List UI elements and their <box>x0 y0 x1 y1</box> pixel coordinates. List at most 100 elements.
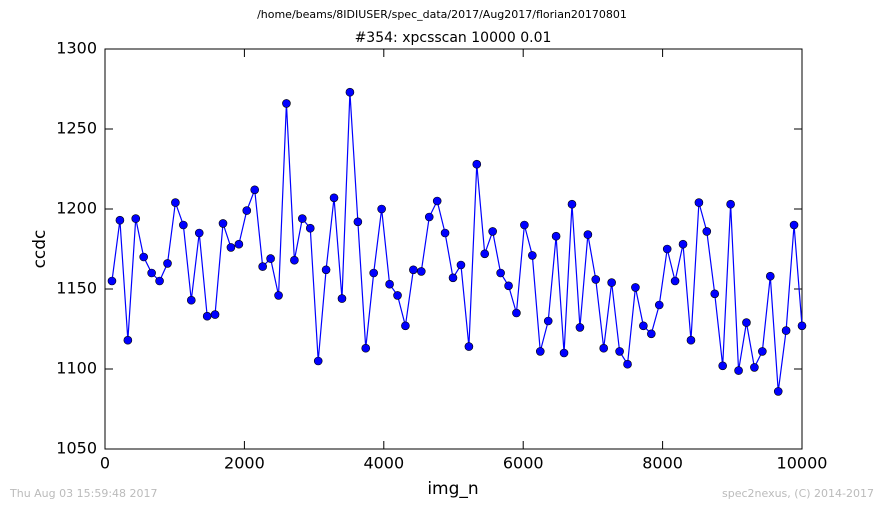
data-point <box>194 228 204 238</box>
data-point <box>171 198 180 207</box>
data-point <box>575 323 585 332</box>
data-point <box>464 342 474 351</box>
data-point <box>543 316 553 326</box>
data-point <box>472 159 482 169</box>
data-point <box>758 347 767 356</box>
data-point <box>440 228 450 238</box>
data-point <box>670 276 680 286</box>
data-point <box>401 321 410 331</box>
data-point <box>186 295 196 305</box>
data-point <box>369 268 378 278</box>
data-point <box>448 273 458 283</box>
data-point <box>377 204 386 214</box>
data-point <box>694 198 704 207</box>
data-point <box>678 239 688 249</box>
data-point <box>242 206 252 215</box>
data-point <box>647 329 656 339</box>
data-point <box>480 249 490 259</box>
data-point <box>520 220 529 230</box>
suptitle: /home/beams/8IDIUSER/spec_data/2017/Aug2… <box>257 8 627 21</box>
data-point <box>424 212 434 222</box>
data-point <box>686 335 696 345</box>
data-point <box>266 254 275 263</box>
data-point <box>789 220 799 230</box>
footer-right: spec2nexus, (C) 2014-2017 <box>722 487 874 500</box>
data-point <box>282 99 291 108</box>
chart-title: #354: xpcsscan 10000 0.01 <box>355 30 552 46</box>
y-tick-label: 1200 <box>56 199 97 218</box>
data-point <box>504 281 513 291</box>
data-point <box>218 219 228 228</box>
data-point <box>305 223 315 233</box>
data-point <box>528 251 537 260</box>
y-tick-label: 1100 <box>56 359 97 378</box>
data-point <box>163 259 172 268</box>
data-point <box>631 283 640 292</box>
y-tick-label: 1250 <box>56 119 97 138</box>
data-point <box>662 244 672 254</box>
data-point <box>226 243 236 252</box>
data-line <box>111 92 803 392</box>
data-point <box>750 363 759 372</box>
data-point <box>615 347 624 356</box>
data-point <box>210 310 220 319</box>
data-point <box>393 291 402 300</box>
data-point <box>258 262 267 271</box>
data-point <box>742 318 751 327</box>
data-point <box>726 199 735 209</box>
data-point <box>496 268 505 278</box>
data-point <box>274 291 283 300</box>
footer-left: Thu Aug 03 15:59:48 2017 <box>9 487 158 500</box>
data-point <box>781 326 791 335</box>
data-point <box>607 278 616 287</box>
data-point <box>710 289 720 299</box>
x-tick-label: 6000 <box>503 454 544 473</box>
data-point <box>353 217 363 227</box>
data-point <box>797 321 807 331</box>
data-point <box>654 300 664 310</box>
data-point <box>535 347 545 356</box>
data-point <box>179 220 188 230</box>
data-point <box>115 215 125 225</box>
data-point <box>345 87 355 97</box>
x-axis-label: img_n <box>427 479 478 499</box>
data-point <box>385 279 394 289</box>
data-point <box>337 294 347 303</box>
data-point <box>456 260 466 270</box>
plot-frame <box>104 48 803 450</box>
y-tick-label: 1150 <box>56 279 97 298</box>
data-point <box>313 356 323 366</box>
data-point <box>155 276 164 286</box>
data-point <box>147 268 156 278</box>
data-point <box>416 267 426 276</box>
data-point <box>623 359 632 369</box>
y-tick-label: 1050 <box>56 439 97 458</box>
data-point <box>107 276 117 286</box>
y-axis-label: ccdc <box>30 230 50 269</box>
data-point <box>409 265 418 275</box>
data-point <box>734 366 743 375</box>
data-point <box>321 265 331 275</box>
data-point <box>432 196 442 206</box>
data-point <box>765 271 775 281</box>
x-tick-label: 0 <box>100 454 110 473</box>
data-point <box>488 227 497 236</box>
y-tick-label: 1300 <box>56 39 97 58</box>
data-point <box>123 335 133 345</box>
data-point <box>583 230 593 239</box>
data-point <box>702 227 712 236</box>
data-point <box>599 343 609 353</box>
data-point <box>329 193 339 203</box>
x-tick-label: 8000 <box>642 454 683 473</box>
x-tick-label: 4000 <box>363 454 404 473</box>
data-point <box>298 214 307 223</box>
data-point <box>512 308 521 318</box>
data-point <box>551 231 561 241</box>
x-tick-label: 10000 <box>777 454 828 473</box>
data-point <box>773 387 783 396</box>
data-point <box>234 239 244 249</box>
data-point <box>559 348 569 358</box>
data-point <box>567 199 577 209</box>
data-point <box>361 343 371 353</box>
